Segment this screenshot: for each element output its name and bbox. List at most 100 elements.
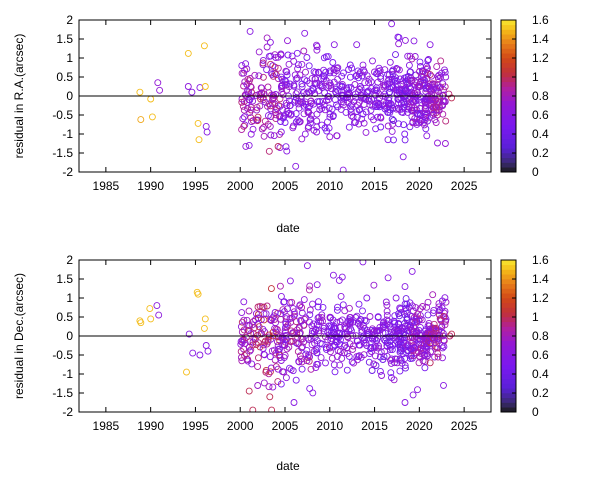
dec-colorbar-segment	[501, 331, 516, 337]
dec-data-point	[265, 331, 273, 339]
ra-data-point	[274, 64, 282, 72]
ra-data-point	[408, 107, 416, 115]
ra-data-point	[288, 52, 296, 60]
ra-colorbar-tick-label: 1.6	[532, 13, 549, 27]
dec-data-point	[265, 383, 273, 391]
ra-data-point	[334, 64, 342, 72]
ra-x-tick-label: 1995	[182, 179, 209, 193]
ra-data-point	[388, 115, 396, 123]
ra-data-point	[264, 112, 272, 120]
dec-data-point	[390, 376, 398, 384]
dec-data-point	[365, 358, 373, 366]
dec-data-point	[356, 317, 363, 325]
dec-data-point	[200, 324, 208, 332]
ra-data-point	[337, 105, 345, 113]
ra-data-point	[282, 67, 290, 75]
ra-data-point	[304, 108, 312, 116]
ra-data-point	[426, 41, 434, 49]
ra-data-point	[244, 105, 251, 112]
ra-data-point	[283, 71, 291, 79]
ra-data-point	[244, 75, 252, 83]
dec-data-point	[137, 319, 145, 327]
dec-colorbar-tick-label: 1.4	[532, 272, 549, 286]
dec-data-point	[303, 262, 311, 270]
ra-data-point	[239, 102, 247, 110]
ra-data-point	[363, 72, 371, 80]
dec-data-point	[395, 327, 403, 335]
ra-data-point	[305, 62, 313, 70]
ra-data-point	[346, 73, 354, 81]
dec-data-point	[412, 304, 420, 312]
ra-data-point	[203, 128, 211, 136]
ra-data-point	[277, 51, 285, 59]
dec-data-point	[363, 294, 371, 302]
dec-colorbar-segment	[501, 293, 516, 299]
ra-colorbar-segment	[501, 105, 516, 111]
dec-data-point	[301, 315, 309, 323]
dec-y-tick-label: 1	[66, 291, 73, 305]
ra-data-point	[417, 118, 425, 126]
ra-data-point	[262, 98, 269, 106]
dec-data-point	[240, 298, 248, 306]
ra-colorbar-tick-label: 1	[532, 70, 539, 84]
dec-data-point	[298, 365, 306, 373]
ra-data-point	[416, 109, 424, 117]
dec-data-point	[312, 364, 320, 372]
ra-data-point	[266, 38, 274, 46]
dec-data-point	[267, 364, 275, 372]
ra-data-point	[373, 99, 381, 107]
dec-data-point	[409, 391, 417, 399]
dec-data-point	[295, 324, 303, 332]
dec-data-point	[432, 326, 440, 334]
ra-colorbar-tick-label: 0.6	[532, 108, 549, 122]
dec-x-tick-label: 2010	[316, 419, 343, 433]
ra-data-point	[423, 132, 431, 140]
dec-data-point	[309, 389, 317, 397]
ra-data-point	[267, 69, 275, 77]
ra-colorbar-segment	[501, 62, 516, 68]
dec-data-point	[429, 291, 437, 299]
ra-data-point	[245, 141, 253, 149]
ra-data-point	[137, 116, 145, 124]
ra-y-tick-label: 1.5	[56, 32, 73, 46]
dec-data-point	[262, 368, 270, 376]
ra-data-point	[268, 70, 276, 78]
dec-data-point	[183, 368, 190, 376]
ra-data-point	[425, 56, 432, 63]
ra-data-point	[296, 118, 304, 126]
ra-data-point	[267, 131, 275, 139]
ra-colorbar-segment	[501, 86, 516, 92]
dec-data-point	[282, 374, 290, 382]
ra-scatter-points	[136, 20, 456, 172]
dec-data-point	[436, 306, 444, 314]
ra-data-point	[425, 84, 433, 92]
dec-data-point	[276, 282, 284, 290]
dec-data-point	[254, 303, 262, 311]
ra-data-point	[388, 101, 396, 109]
dec-data-point	[315, 298, 322, 306]
dec-data-point	[313, 349, 321, 357]
dec-data-point	[402, 364, 409, 372]
dec-data-point	[309, 300, 316, 308]
ra-x-tick-label: 2000	[227, 179, 254, 193]
dec-data-point	[347, 327, 355, 335]
ra-data-point	[357, 94, 365, 102]
dec-data-point	[254, 331, 262, 339]
dec-data-point	[401, 300, 409, 308]
ra-x-tick-label: 1985	[93, 179, 120, 193]
dec-data-point	[408, 334, 416, 342]
dec-scatter-points	[136, 260, 456, 412]
dec-data-point	[274, 378, 282, 386]
dec-data-point	[314, 303, 322, 311]
ra-colorbar-segment	[501, 138, 516, 144]
ra-data-point	[392, 74, 400, 82]
ra-colorbar-tick-label: 1.4	[532, 32, 549, 46]
ra-colorbar-tick-label: 0.2	[532, 146, 549, 160]
ra-data-point	[249, 125, 257, 133]
ra-data-point	[384, 122, 392, 130]
dec-data-point	[240, 326, 248, 334]
ra-data-point	[249, 117, 257, 125]
dec-data-point	[305, 286, 313, 294]
ra-data-point	[245, 88, 253, 96]
dec-data-point	[258, 330, 266, 338]
